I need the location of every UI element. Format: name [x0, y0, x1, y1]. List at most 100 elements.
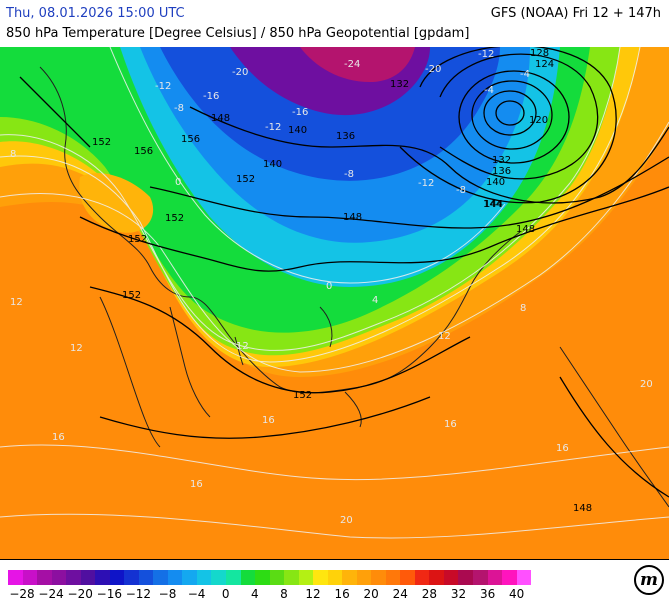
color-tick-label: 32: [450, 587, 467, 601]
isohypse-label: 152: [236, 174, 255, 185]
isotherm-label: 8: [520, 303, 526, 314]
isotherm-label: 0: [326, 281, 332, 292]
color-tick-label: −20: [67, 587, 93, 601]
isohypse-label: 136: [492, 166, 511, 177]
color-tick-label: 24: [392, 587, 408, 601]
color-tick-label: −4: [187, 587, 206, 601]
isohypse-label-group: 120 124 128 132 136 140 144 148 148 148 …: [92, 48, 592, 514]
color-swatch: [240, 570, 256, 585]
isotherm-label: 4: [372, 295, 378, 306]
isohypse-label: 132: [390, 79, 409, 90]
color-tick-label: 4: [250, 587, 259, 601]
isotherm-label: 12: [236, 341, 249, 352]
weather-map[interactable]: 120 124 128 132 136 140 144 148 148 148 …: [0, 47, 669, 559]
isohypse-label: 140: [486, 177, 505, 188]
color-tick-label: 8: [280, 587, 288, 601]
color-swatch: [80, 570, 96, 585]
isohypse-label: 156: [181, 134, 200, 145]
isotherm-label: 16: [262, 415, 275, 426]
color-tick-label: −28: [9, 587, 35, 601]
color-tick-label: 28: [421, 587, 438, 601]
isotherm-label: 20: [640, 379, 653, 390]
isotherm-label: 16: [190, 479, 203, 490]
valid-datetime: Thu, 08.01.2026 15:00 UTC: [6, 6, 185, 21]
isohypse-label: 128: [530, 48, 549, 59]
isotherm-label: -12: [418, 178, 434, 189]
isohypse-label: 140: [288, 125, 307, 136]
color-swatch: [109, 570, 125, 585]
color-legend: −28 −24 −20 −16 −12 −8 −4 0 4 8 12 16 20 24 28 32 36 40 m: [0, 559, 669, 601]
isotherm-label: -4: [484, 85, 494, 96]
color-swatch: [37, 570, 52, 585]
color-tick-label: 0: [221, 587, 230, 601]
isohypse-label: 132: [492, 155, 511, 166]
isotherm-label: 0: [175, 177, 181, 188]
color-scale-bar: [8, 570, 532, 585]
color-swatch: [51, 570, 67, 585]
color-swatch: [516, 570, 532, 585]
color-swatch: [255, 570, 270, 585]
color-swatch: [443, 570, 459, 585]
temperature-field: 120 124 128 132 136 140 144 148 148 148 …: [0, 47, 669, 559]
isotherm-label: 12: [70, 343, 83, 354]
color-swatch: [22, 570, 38, 585]
color-tick-label: 36: [479, 587, 496, 601]
isotherm-label: 8: [10, 149, 16, 160]
color-swatch: [269, 570, 285, 585]
color-swatch: [8, 570, 23, 585]
map-title: 850 hPa Temperature [Degree Celsius] / 8…: [6, 26, 470, 41]
isotherm-label: -8: [174, 103, 184, 114]
color-swatch: [124, 570, 139, 585]
isohypses: [19, 47, 669, 498]
color-swatch: [138, 570, 154, 585]
isotherms: [0, 47, 669, 539]
color-swatch: [385, 570, 401, 585]
isotherm-label-group: -24 -20 -20 -16 -12 -12 -8 -8 -4 -4 -12 …: [10, 49, 653, 526]
meteoblue-logo[interactable]: m: [634, 565, 664, 595]
color-swatch: [153, 570, 168, 585]
color-swatch: [95, 570, 110, 585]
color-swatch: [414, 570, 430, 585]
isohypse-label: 148: [343, 212, 362, 223]
isotherm-label: -16: [292, 107, 308, 118]
color-swatch: [66, 570, 81, 585]
color-tick-label: 40: [509, 587, 525, 601]
isohypse-label: 152: [92, 137, 111, 148]
color-scale-ticks: −28 −24 −20 −16 −12 −8 −4 0 4 8 12 16 20 24 28 32 36 40: [0, 587, 669, 601]
isohypse-label: 136: [336, 131, 355, 142]
color-swatch: [298, 570, 314, 585]
band-cold-core: [300, 47, 415, 82]
isohypse-label: 152: [122, 290, 141, 301]
isotherm-label: -12: [478, 49, 494, 60]
color-swatch: [356, 570, 372, 585]
isotherm-label: -12: [265, 122, 281, 133]
color-swatch: [284, 570, 299, 585]
isotherm-label: -16: [203, 91, 219, 102]
color-tick-label: 16: [334, 587, 350, 601]
isotherm-label: 16: [52, 432, 65, 443]
color-swatch: [487, 570, 503, 585]
isohypse-label: 156: [134, 146, 153, 157]
isotherm-label: -24: [344, 59, 360, 70]
isotherm-label: -20: [232, 67, 248, 78]
color-tick-label: 12: [305, 587, 321, 601]
isohypse-label: 140: [263, 159, 282, 170]
color-swatch: [473, 570, 488, 585]
color-swatch: [167, 570, 183, 585]
isohypse-label: 152: [165, 213, 184, 224]
color-tick-label: −16: [96, 587, 122, 601]
isotherm-label: -20: [425, 64, 441, 75]
color-swatch: [327, 570, 343, 585]
color-swatch: [211, 570, 226, 585]
color-swatch: [225, 570, 241, 585]
color-tick-label: −12: [125, 587, 152, 601]
isotherm-label: -8: [344, 169, 354, 180]
color-swatch: [371, 570, 386, 585]
color-swatch: [502, 570, 517, 585]
isotherm-label: 12: [438, 331, 451, 342]
isohypse-label: 152: [128, 234, 147, 245]
isohypse-label: 144: [483, 199, 502, 210]
color-swatch: [400, 570, 415, 585]
isotherm-label: 12: [10, 297, 23, 308]
color-swatch: [196, 570, 212, 585]
